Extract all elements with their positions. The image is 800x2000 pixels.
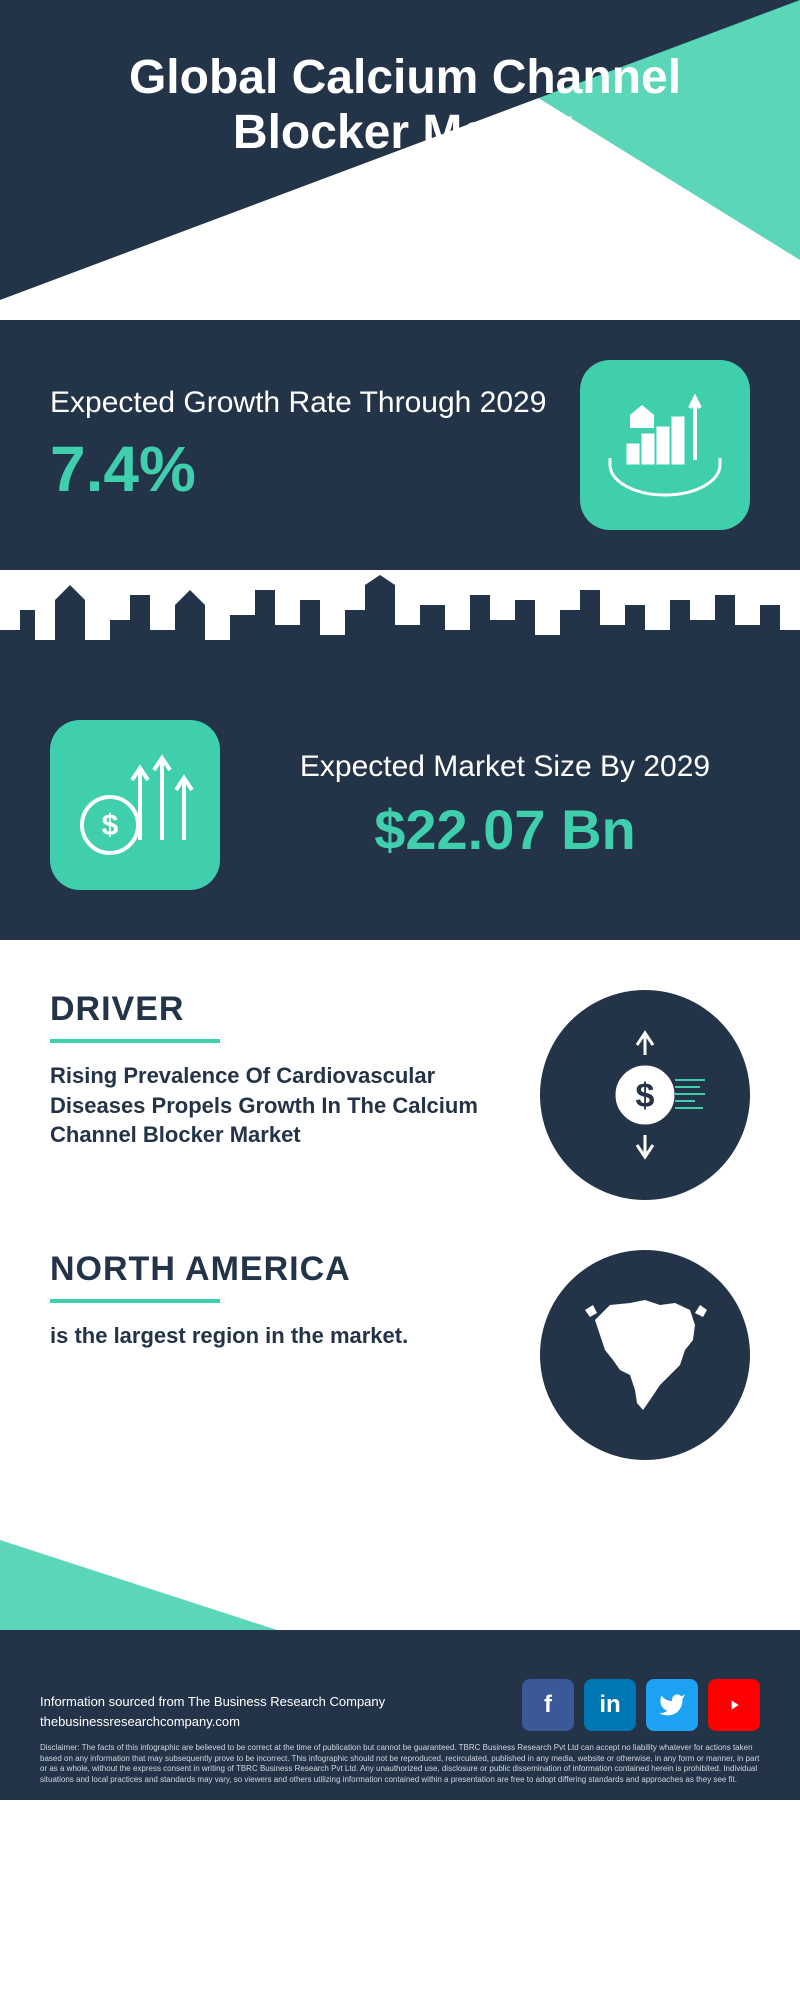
growth-text: Expected Growth Rate Through 2029 7.4% [50, 384, 546, 506]
driver-text: DRIVER Rising Prevalence Of Cardiovascul… [50, 990, 510, 1150]
social-links: f in [522, 1679, 760, 1731]
market-size-panel: $ Expected Market Size By 2029 $22.07 Bn [0, 680, 800, 940]
svg-text:$: $ [102, 809, 119, 842]
driver-underline [50, 1039, 220, 1043]
info-blocks: DRIVER Rising Prevalence Of Cardiovascul… [0, 940, 800, 1540]
region-block: NORTH AMERICA is the largest region in t… [50, 1250, 750, 1460]
disclaimer: Disclaimer: The facts of this infographi… [40, 1743, 760, 1785]
youtube-icon[interactable] [708, 1679, 760, 1731]
driver-body: Rising Prevalence Of Cardiovascular Dise… [50, 1061, 510, 1150]
region-body: is the largest region in the market. [50, 1321, 510, 1351]
growth-label: Expected Growth Rate Through 2029 [50, 384, 546, 422]
footer-source: Information sourced from The Business Re… [40, 1692, 385, 1731]
market-size-label: Expected Market Size By 2029 [260, 748, 750, 786]
region-title: NORTH AMERICA [50, 1250, 510, 1289]
infographic-root: Global Calcium Channel Blocker Market Ex… [0, 0, 800, 1800]
header-content: Global Calcium Channel Blocker Market [0, 0, 800, 160]
svg-text:$: $ [636, 1077, 655, 1115]
north-america-map-icon [540, 1250, 750, 1460]
page-title: Global Calcium Channel Blocker Market [60, 50, 750, 160]
footer-row: Information sourced from The Business Re… [40, 1679, 760, 1731]
region-underline [50, 1299, 220, 1303]
driver-title: DRIVER [50, 990, 510, 1029]
driver-block: DRIVER Rising Prevalence Of Cardiovascul… [50, 990, 750, 1200]
growth-panel: Expected Growth Rate Through 2029 7.4% [0, 320, 800, 570]
linkedin-icon[interactable]: in [584, 1679, 636, 1731]
footer: Information sourced from The Business Re… [0, 1540, 800, 1800]
header: Global Calcium Channel Blocker Market [0, 0, 800, 300]
facebook-icon[interactable]: f [522, 1679, 574, 1731]
skyline-divider [0, 570, 800, 680]
twitter-icon[interactable] [646, 1679, 698, 1731]
dollar-exchange-icon: $ [540, 990, 750, 1200]
market-size-text: Expected Market Size By 2029 $22.07 Bn [260, 748, 750, 863]
source-line2: thebusinessresearchcompany.com [40, 1712, 385, 1732]
region-text: NORTH AMERICA is the largest region in t… [50, 1250, 510, 1351]
market-size-value: $22.07 Bn [260, 797, 750, 862]
dollar-arrows-icon: $ [50, 720, 220, 890]
source-line1: Information sourced from The Business Re… [40, 1692, 385, 1712]
growth-value: 7.4% [50, 432, 546, 506]
growth-chart-globe-icon [580, 360, 750, 530]
footer-content: Information sourced from The Business Re… [0, 1659, 800, 1800]
